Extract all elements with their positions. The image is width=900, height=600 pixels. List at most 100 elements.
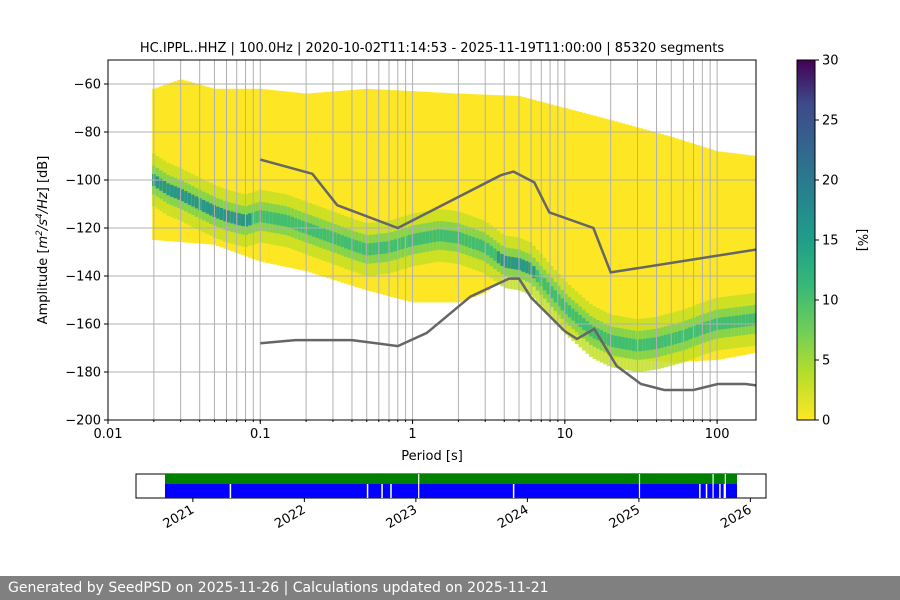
heat-cell-core <box>368 243 373 256</box>
heat-cell-core <box>507 256 512 269</box>
heat-cell-core <box>198 198 203 211</box>
heat-cell-core <box>699 323 704 336</box>
heat-cell-envelope <box>187 81 192 243</box>
heat-cell-core <box>734 315 739 328</box>
heat-cell-core <box>347 237 352 250</box>
heat-cell-core <box>684 328 690 341</box>
heat-cell-envelope <box>208 87 214 245</box>
heat-cell-envelope <box>237 88 242 254</box>
heat-cell-envelope <box>294 92 299 270</box>
heat-cell-envelope <box>585 113 590 341</box>
heat-cell-envelope <box>283 91 288 267</box>
heat-cell-core <box>489 245 494 258</box>
heat-cell-core <box>553 290 558 303</box>
heat-cell-core <box>546 282 551 295</box>
heat-cell-envelope <box>518 96 523 274</box>
heat-cell-core <box>727 316 732 329</box>
heat-cell-envelope <box>308 93 313 273</box>
timeline-gap <box>381 484 383 498</box>
y-axis-label: Amplitude [m2/s4/Hz] [dB] <box>35 156 51 325</box>
heat-cell-envelope <box>461 93 466 301</box>
heat-cell-core <box>567 305 572 318</box>
heat-cell-envelope <box>496 95 501 282</box>
heat-cell-envelope <box>738 154 743 356</box>
y-tick-label: −60 <box>74 78 101 93</box>
heat-cell-envelope <box>489 94 494 288</box>
chart-title: HC.IPPL..HHZ | 100.0Hz | 2020-10-02T11:1… <box>140 41 724 56</box>
heat-cell-core <box>660 335 665 348</box>
heat-cell-core <box>724 316 729 329</box>
heat-cell-envelope <box>688 142 693 362</box>
heat-cell-core <box>741 314 746 327</box>
heat-cell-core <box>276 213 281 226</box>
heat-cell-envelope <box>329 91 334 280</box>
heat-cell-core <box>549 286 555 299</box>
y-axis-label-suffix: ] [dB] <box>36 156 51 193</box>
heat-cell-core <box>269 211 274 224</box>
heat-cell-core <box>230 211 235 224</box>
heat-cell-envelope <box>169 82 175 242</box>
heat-cell-envelope <box>656 133 661 362</box>
heat-cell-core <box>208 203 214 216</box>
heat-cell-envelope <box>230 88 235 252</box>
heat-cell-envelope <box>535 100 540 288</box>
heat-cell-core <box>496 251 501 264</box>
heat-cell-core <box>603 331 608 344</box>
heat-cell-core <box>606 333 611 346</box>
heat-cell-core <box>361 242 366 255</box>
heat-cell-envelope <box>507 95 512 276</box>
y-axis-label-prefix: Amplitude [ <box>36 248 51 324</box>
heat-cell-envelope <box>624 124 629 359</box>
heat-cell-core <box>542 278 548 291</box>
y-axis-label-unit: m2/s4/Hz <box>35 191 51 248</box>
heat-cell-envelope <box>347 90 352 285</box>
heat-cell-envelope <box>191 82 196 244</box>
heat-cell-core <box>248 213 253 226</box>
heat-cell-core <box>255 211 260 224</box>
heat-cell-core <box>312 224 317 237</box>
heat-cell-core <box>500 253 505 266</box>
heat-cell-envelope <box>400 90 405 300</box>
heat-cell-core <box>383 241 388 254</box>
heat-cell-core <box>372 242 377 255</box>
heat-cell-envelope <box>244 88 249 257</box>
curve-nlnm <box>260 277 756 392</box>
heat-cell-core <box>518 258 523 271</box>
x-axis-label: Period [s] <box>401 449 463 464</box>
heat-cell-core <box>702 322 707 335</box>
heat-cell-envelope <box>482 94 487 294</box>
heat-cell-core <box>365 243 370 256</box>
heat-cell-envelope <box>638 128 643 360</box>
heat-cell-envelope <box>510 95 516 275</box>
heat-cell-envelope <box>677 139 683 362</box>
heat-cell-core <box>667 333 672 346</box>
heat-cell-envelope <box>326 91 331 279</box>
heat-cell-core <box>272 212 278 225</box>
timeline-gap <box>705 484 708 498</box>
heat-cell-envelope <box>752 155 756 354</box>
timeline-ticks: 2021 2022 2023 2024 2025 2026 <box>161 498 754 532</box>
x-tick-label: 1 <box>408 427 416 442</box>
heat-cell-envelope <box>464 93 469 300</box>
heat-cell-core <box>521 259 526 272</box>
y-tick-label: −140 <box>65 270 101 285</box>
heat-cell-envelope <box>667 136 672 363</box>
heat-cell-core <box>670 332 675 345</box>
footer-text: Generated by SeedPSD on 2025-11-26 | Cal… <box>8 580 549 596</box>
heat-cell-envelope <box>336 91 342 282</box>
heat-cell-envelope <box>379 89 384 295</box>
heat-cell-core <box>333 232 338 245</box>
heat-cell-core <box>240 214 246 227</box>
heat-cell-envelope <box>372 89 377 293</box>
heat-cell-core <box>709 319 714 332</box>
heat-cell-envelope <box>745 154 750 355</box>
timeline-gap <box>638 474 641 498</box>
heat-cell-envelope <box>599 117 604 351</box>
heat-cell-envelope <box>166 83 171 242</box>
heat-cell-core <box>525 261 530 274</box>
x-axis-ticks: 0.01 0.1 1 10 100 <box>94 420 730 442</box>
heat-cell-core <box>610 335 615 348</box>
heat-cell-core <box>649 337 654 350</box>
y-tick-label: −120 <box>65 222 101 237</box>
heat-cell-envelope <box>663 135 668 362</box>
